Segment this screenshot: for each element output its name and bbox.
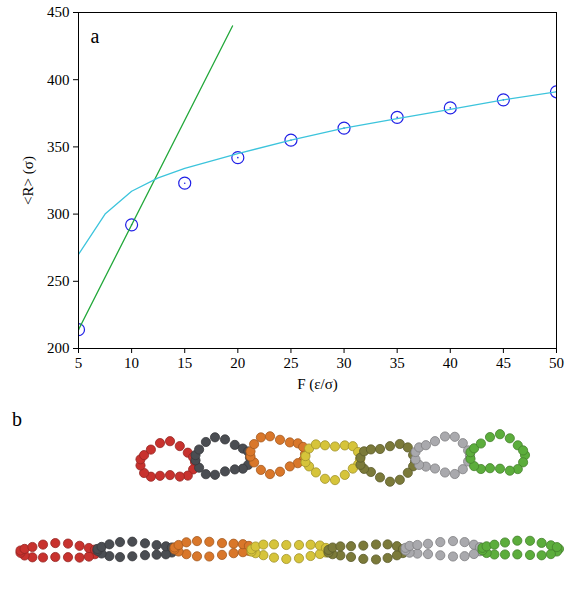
svg-text:<R> (σ): <R> (σ) — [20, 156, 37, 205]
svg-text:5: 5 — [75, 355, 83, 371]
svg-text:250: 250 — [47, 273, 70, 289]
svg-text:20: 20 — [230, 355, 245, 371]
svg-text:F (ε/σ): F (ε/σ) — [297, 376, 338, 393]
svg-text:25: 25 — [283, 355, 298, 371]
svg-text:30: 30 — [337, 355, 352, 371]
svg-text:200: 200 — [47, 340, 70, 356]
svg-text:b: b — [12, 408, 22, 430]
svg-text:350: 350 — [47, 139, 70, 155]
svg-text:35: 35 — [390, 355, 405, 371]
svg-text:15: 15 — [177, 355, 192, 371]
svg-text:300: 300 — [47, 206, 70, 222]
svg-text:40: 40 — [443, 355, 458, 371]
svg-text:45: 45 — [496, 355, 511, 371]
svg-text:450: 450 — [47, 4, 70, 20]
svg-text:50: 50 — [549, 355, 564, 371]
svg-text:400: 400 — [47, 72, 70, 88]
svg-text:a: a — [91, 25, 100, 47]
svg-text:10: 10 — [124, 355, 139, 371]
